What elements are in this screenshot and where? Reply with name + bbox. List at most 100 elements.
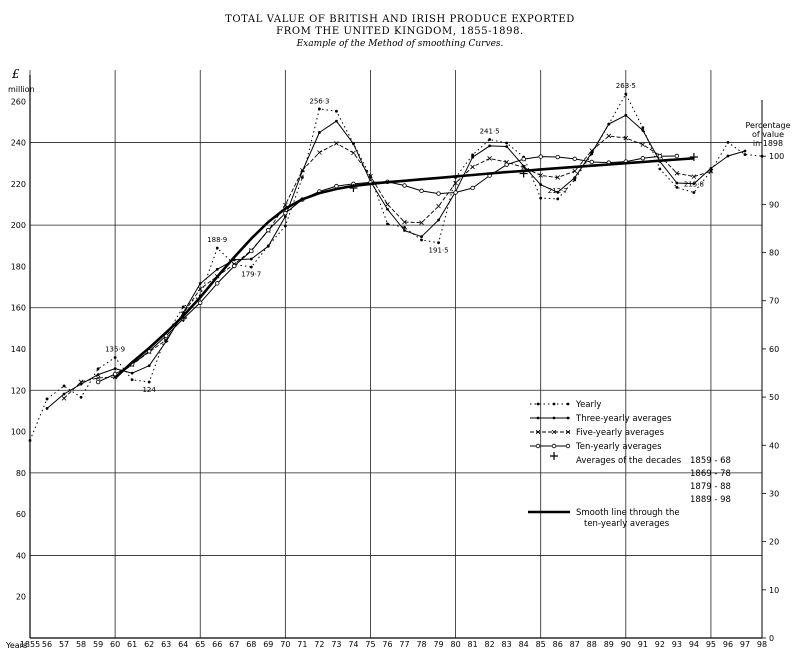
series-point-1 — [249, 265, 253, 269]
legend-label-ten-yearly: Ten-yearly averages — [575, 442, 662, 452]
series-point-2 — [352, 142, 355, 146]
y-tick-label: 260 — [11, 97, 26, 106]
y-tick-label: 60 — [16, 510, 26, 519]
x-tick-label: 71 — [297, 640, 307, 649]
legend-label-smooth: Smooth line through the ten-yearly avera… — [576, 508, 682, 529]
series-point-3 — [606, 133, 612, 139]
series-point-3 — [623, 135, 629, 141]
series-point-4 — [232, 263, 237, 269]
x-tick-label: 63 — [161, 640, 171, 649]
series-point-1 — [403, 226, 406, 229]
series-point-2 — [709, 166, 713, 170]
series-point-1 — [743, 153, 747, 156]
x-tick-label: 75 — [365, 640, 375, 649]
x-tick-label: 81 — [468, 640, 478, 649]
series-point-3 — [95, 375, 101, 381]
series-point-2 — [624, 113, 628, 117]
series-point-3 — [317, 150, 322, 155]
series-point-2 — [539, 183, 543, 187]
series-point-1 — [62, 384, 66, 388]
series-point-4 — [657, 153, 663, 159]
legend-swatch-decades — [550, 452, 558, 460]
y-tick-label: 20 — [16, 593, 26, 602]
series-point-2 — [215, 267, 219, 271]
x-tick-label: 1855 — [20, 640, 40, 649]
series-point-4 — [453, 190, 458, 195]
series-point-3 — [521, 165, 526, 170]
series-point-2 — [573, 176, 577, 180]
legend-label-three-yearly: Three-yearly averages — [575, 414, 672, 424]
decade-average-point — [519, 169, 528, 178]
series-point-2 — [403, 229, 406, 232]
x-tick-label: 76 — [382, 640, 392, 649]
data-annotation: 179·7 — [241, 270, 261, 278]
series-point-1 — [692, 191, 696, 194]
series-point-2 — [45, 407, 49, 410]
series-point-1 — [181, 305, 185, 309]
series-point-2 — [556, 190, 560, 194]
y-tick-label: 140 — [11, 345, 26, 354]
series-point-1 — [760, 154, 764, 158]
x-tick-label: 68 — [246, 640, 256, 649]
y-tick-label: 200 — [11, 221, 26, 230]
series-point-1 — [420, 238, 423, 242]
x-tick-label: 86 — [553, 640, 563, 649]
series-point-3 — [538, 173, 543, 178]
chart-title: TOTAL VALUE OF BRITISH AND IRISH PRODUCE… — [225, 14, 575, 25]
series-point-4 — [198, 300, 203, 305]
y-tick-label: 160 — [11, 304, 26, 313]
series-point-2 — [386, 207, 389, 211]
y2-tick-label: 20 — [769, 538, 779, 547]
legend-decade-3: 1879 - 88 — [690, 482, 731, 492]
series-point-1 — [488, 138, 492, 141]
legend-decade-4: 1889 - 98 — [690, 495, 731, 505]
series-line-3 — [63, 135, 712, 399]
series-point-1 — [335, 109, 338, 113]
series-point-1 — [624, 92, 628, 96]
series-point-1 — [130, 378, 134, 382]
series-point-3 — [300, 167, 305, 173]
chart-title-line2: FROM THE UNITED KINGDOM, 1855-1898. — [276, 26, 524, 37]
y2-axis-label-line3: in 1898 — [753, 139, 783, 148]
legend-marker — [566, 416, 570, 420]
series-point-2 — [62, 392, 66, 396]
series-point-1 — [300, 176, 304, 179]
x-tick-label: 69 — [263, 640, 273, 649]
series-point-2 — [130, 371, 134, 375]
decade-average-point — [179, 314, 188, 323]
series-point-4 — [521, 156, 526, 162]
decade-average-point — [349, 183, 358, 192]
y2-tick-label: 0 — [769, 634, 774, 643]
series-point-1 — [437, 241, 440, 245]
series-point-1 — [471, 153, 475, 157]
legend-marker — [536, 416, 540, 420]
series-point-1 — [386, 222, 389, 226]
data-annotation: 135·9 — [105, 345, 125, 353]
y-axis-symbol: £ — [11, 67, 20, 81]
legend-marker — [535, 443, 541, 449]
series-point-4 — [640, 156, 646, 161]
series-point-4 — [538, 154, 543, 159]
series-point-4 — [419, 188, 424, 194]
x-tick-label: 93 — [672, 640, 682, 649]
y2-axis-label-line2: of value — [752, 130, 784, 139]
series-point-1 — [556, 197, 560, 201]
legend-label-five-yearly: Five-yearly averages — [576, 428, 665, 438]
series-point-3 — [283, 202, 288, 208]
series-point-4 — [249, 248, 254, 254]
series-line-4 — [97, 155, 677, 383]
y2-tick-label: 30 — [769, 489, 779, 498]
data-annotation: 256·3 — [309, 98, 329, 106]
legend-decade-1: 1859 - 68 — [690, 456, 731, 466]
series-point-3 — [61, 396, 67, 401]
legend-label-decades: Averages of the decades — [576, 456, 682, 466]
data-annotation: 215·8 — [684, 181, 704, 189]
series-point-1 — [641, 126, 645, 130]
x-tick-label: 77 — [399, 640, 409, 649]
series-point-3 — [691, 174, 697, 179]
y-tick-label: 240 — [11, 139, 26, 148]
x-tick-label: 57 — [59, 640, 69, 649]
series-point-3 — [572, 168, 578, 174]
legend-smooth-line2: ten-yearly averages — [584, 519, 670, 529]
